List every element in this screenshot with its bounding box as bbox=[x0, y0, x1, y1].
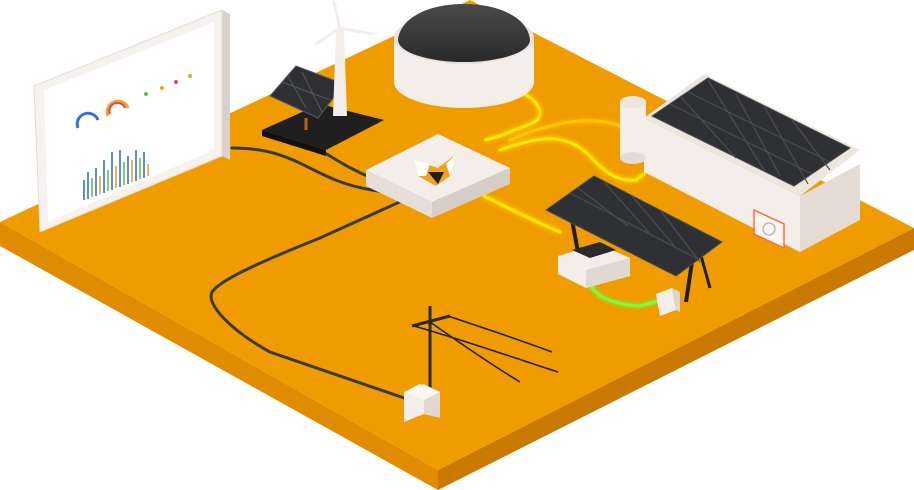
small-solar-station bbox=[262, 65, 384, 156]
storage-cylinder bbox=[620, 96, 646, 164]
status-dot bbox=[144, 92, 148, 96]
solar-base-side bbox=[262, 130, 326, 156]
roof-panel-grid bbox=[669, 79, 831, 185]
turbine-mast bbox=[333, 30, 347, 116]
status-dot bbox=[160, 86, 164, 90]
tank-dome bbox=[398, 4, 530, 62]
glow-cable-hub-carport bbox=[482, 194, 562, 234]
gauge-arc bbox=[105, 99, 130, 117]
status-dot bbox=[188, 74, 192, 78]
carport-leg bbox=[570, 219, 580, 253]
solar-base bbox=[262, 104, 384, 150]
glow-cable-tank-hub bbox=[484, 90, 542, 142]
hub-side-left bbox=[366, 170, 432, 218]
hub-device bbox=[366, 134, 510, 218]
wind-turbine-icon bbox=[314, 0, 374, 116]
panel-grid bbox=[287, 75, 307, 109]
building-side bbox=[800, 164, 860, 252]
turbine-blades bbox=[314, 0, 374, 46]
pole-crossarm bbox=[411, 314, 451, 328]
monitor-side bbox=[222, 10, 230, 160]
roof-solar-array bbox=[651, 77, 851, 187]
glow-cable-hub-house bbox=[498, 137, 646, 182]
platform-right-face bbox=[438, 228, 914, 490]
glow-cable-hub-house-2 bbox=[508, 119, 628, 142]
dashboard-screen bbox=[33, 9, 230, 233]
status-dot bbox=[174, 80, 178, 84]
screen-bar-chart bbox=[83, 150, 149, 200]
biogas-tank-icon bbox=[394, 4, 534, 108]
gauge-arc bbox=[108, 101, 126, 115]
building-icon bbox=[620, 74, 860, 252]
hub-side-right bbox=[432, 168, 510, 218]
heat-pump-unit bbox=[753, 208, 785, 250]
platform-left-face bbox=[0, 222, 438, 490]
monitor-screen bbox=[44, 22, 214, 222]
carport-leg bbox=[684, 261, 694, 303]
panel-grid bbox=[281, 81, 331, 101]
power-lines bbox=[413, 315, 559, 383]
fox-logo-icon bbox=[414, 154, 456, 186]
carport-leg bbox=[698, 251, 712, 289]
dark-cable-hub-meter bbox=[209, 198, 412, 402]
meter-box-icon bbox=[404, 384, 440, 422]
panel-grid bbox=[301, 71, 323, 113]
ev-charger-icon bbox=[656, 288, 680, 316]
gauge-arc bbox=[75, 111, 100, 129]
carport-panel-grid bbox=[569, 181, 701, 263]
car-icon bbox=[558, 242, 630, 288]
carport-icon bbox=[545, 175, 723, 316]
power-pole-icon bbox=[411, 306, 559, 392]
